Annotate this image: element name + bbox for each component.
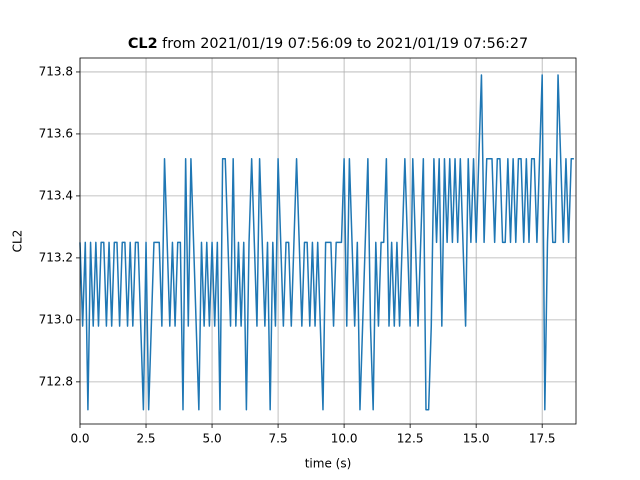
x-tick-label: 12.5: [397, 432, 424, 446]
y-tick-label: 713.4: [39, 188, 73, 202]
y-tick-label: 713.6: [39, 126, 73, 140]
y-tick-label: 713.0: [39, 312, 73, 326]
axes-frame: [79, 57, 577, 425]
y-tick-label: 713.8: [39, 64, 73, 78]
x-tick-label: 15.0: [463, 432, 490, 446]
y-tick-label: 712.8: [39, 374, 73, 388]
x-tick-label: 10.0: [331, 432, 358, 446]
x-tick-label: 0.0: [70, 432, 89, 446]
y-tick-label: 713.2: [39, 250, 73, 264]
x-tick-label: 2.5: [136, 432, 155, 446]
data-line: [79, 74, 574, 411]
title-text: from 2021/01/19 07:56:09 to 2021/01/19 0…: [162, 36, 528, 52]
x-tick-label: 17.5: [529, 432, 556, 446]
y-axis-label: CL2: [11, 230, 25, 253]
chart-title: CL2 from 2021/01/19 07:56:09 to 2021/01/…: [128, 36, 528, 52]
x-axis-label: time (s): [305, 457, 352, 471]
title-bold: CL2: [128, 36, 158, 52]
x-tick-label: 7.5: [269, 432, 288, 446]
x-tick-label: 5.0: [203, 432, 222, 446]
